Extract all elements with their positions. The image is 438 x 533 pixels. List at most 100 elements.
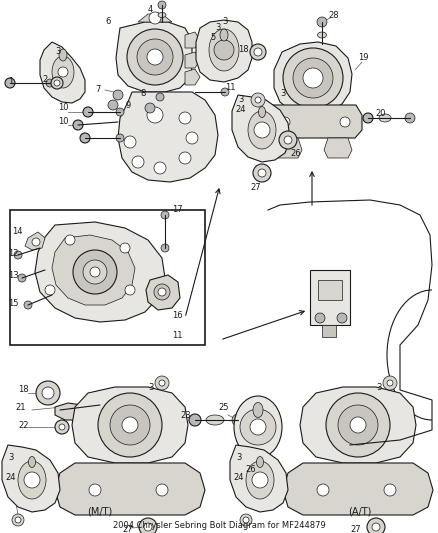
Text: 11: 11 <box>172 330 183 340</box>
Text: 2004 Chrysler Sebring Bolt Diagram for MF244879: 2004 Chrysler Sebring Bolt Diagram for M… <box>113 521 325 529</box>
Circle shape <box>32 238 40 246</box>
Circle shape <box>83 107 93 117</box>
Circle shape <box>73 120 83 130</box>
Circle shape <box>42 387 54 399</box>
Circle shape <box>110 405 150 445</box>
Circle shape <box>232 414 244 426</box>
Text: 24: 24 <box>235 106 246 115</box>
Circle shape <box>251 93 265 107</box>
Text: (M/T): (M/T) <box>87 507 113 517</box>
Ellipse shape <box>318 32 326 38</box>
Ellipse shape <box>379 114 391 122</box>
Ellipse shape <box>158 12 166 18</box>
Circle shape <box>46 79 54 87</box>
Ellipse shape <box>59 49 67 61</box>
Ellipse shape <box>52 56 74 88</box>
Circle shape <box>326 393 390 457</box>
Circle shape <box>161 211 169 219</box>
Circle shape <box>338 405 378 445</box>
Circle shape <box>36 381 60 405</box>
Circle shape <box>179 152 191 164</box>
Circle shape <box>383 376 397 390</box>
Circle shape <box>240 514 252 526</box>
Bar <box>310 270 350 325</box>
Bar <box>322 325 336 337</box>
Circle shape <box>372 523 380 531</box>
Bar <box>318 280 342 300</box>
Text: 9: 9 <box>126 101 131 110</box>
Polygon shape <box>283 463 433 515</box>
Ellipse shape <box>18 461 46 499</box>
Circle shape <box>132 156 144 168</box>
Circle shape <box>253 164 271 182</box>
Circle shape <box>317 484 329 496</box>
Circle shape <box>155 376 169 390</box>
Circle shape <box>59 424 65 430</box>
Circle shape <box>154 162 166 174</box>
Circle shape <box>156 93 164 101</box>
Text: 24: 24 <box>233 473 244 482</box>
Polygon shape <box>232 95 290 162</box>
Circle shape <box>144 523 152 531</box>
Circle shape <box>116 108 124 116</box>
Text: (A/T): (A/T) <box>348 507 372 517</box>
Text: 3: 3 <box>280 88 286 98</box>
Text: 2: 2 <box>42 76 47 85</box>
Text: 26: 26 <box>290 149 300 157</box>
Text: 24: 24 <box>5 473 15 482</box>
Circle shape <box>258 169 266 177</box>
Circle shape <box>250 419 266 435</box>
Circle shape <box>120 243 130 253</box>
Circle shape <box>214 40 234 60</box>
Text: 3: 3 <box>238 95 244 104</box>
Ellipse shape <box>206 415 224 425</box>
Circle shape <box>12 514 24 526</box>
Circle shape <box>363 113 373 123</box>
Ellipse shape <box>234 396 282 458</box>
Text: 3: 3 <box>236 454 241 463</box>
Circle shape <box>221 88 229 96</box>
Circle shape <box>90 267 100 277</box>
Circle shape <box>189 414 201 426</box>
Circle shape <box>252 472 268 488</box>
Text: 27: 27 <box>250 182 261 191</box>
Circle shape <box>51 77 63 89</box>
Circle shape <box>293 58 333 98</box>
Polygon shape <box>35 222 165 322</box>
Circle shape <box>89 484 101 496</box>
Text: 3: 3 <box>215 23 220 33</box>
Circle shape <box>350 417 366 433</box>
Circle shape <box>156 484 168 496</box>
Text: 4: 4 <box>148 5 153 14</box>
Circle shape <box>279 131 297 149</box>
Circle shape <box>108 100 118 110</box>
Text: 21: 21 <box>15 402 25 411</box>
Circle shape <box>24 301 32 309</box>
Text: 5: 5 <box>210 34 215 43</box>
Text: 25: 25 <box>218 402 229 411</box>
Ellipse shape <box>28 456 35 467</box>
Circle shape <box>45 285 55 295</box>
Polygon shape <box>185 69 200 85</box>
Circle shape <box>125 285 135 295</box>
Text: 1: 1 <box>8 77 13 86</box>
Polygon shape <box>324 138 352 158</box>
Circle shape <box>179 112 191 124</box>
Polygon shape <box>2 445 60 512</box>
Ellipse shape <box>209 29 239 71</box>
Text: 27: 27 <box>350 526 360 533</box>
Circle shape <box>80 133 90 143</box>
Circle shape <box>139 518 157 533</box>
Ellipse shape <box>248 111 276 149</box>
Circle shape <box>340 117 350 127</box>
Circle shape <box>384 484 396 496</box>
Text: 8: 8 <box>140 90 145 99</box>
Ellipse shape <box>253 402 263 417</box>
Text: 6: 6 <box>105 18 110 27</box>
Text: 22: 22 <box>18 421 28 430</box>
Text: 7: 7 <box>95 85 100 93</box>
Circle shape <box>280 117 290 127</box>
Circle shape <box>5 78 15 88</box>
Polygon shape <box>265 105 362 138</box>
Text: 12: 12 <box>8 248 18 257</box>
